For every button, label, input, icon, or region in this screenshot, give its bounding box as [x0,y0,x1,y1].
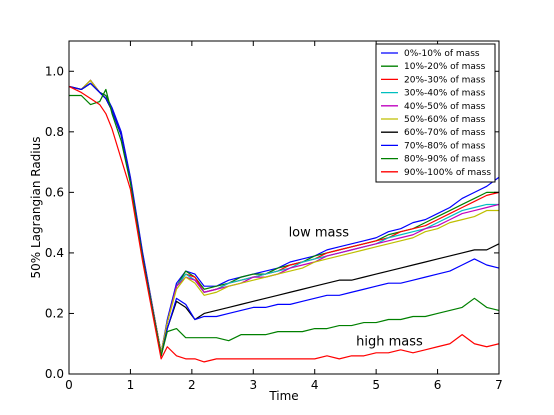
legend-label: 40%-50% of mass [404,102,486,112]
x-axis-label: Time [268,389,298,403]
y-tick-label: 1.0 [45,64,64,78]
legend-label: 90%-100% of mass [404,168,491,178]
y-tick-label: 0.6 [45,185,64,199]
y-tick-label: 0.4 [45,246,64,260]
x-tick-label: 7 [495,378,503,392]
legend-label: 20%-30% of mass [404,75,486,85]
y-tick-label: 0.8 [45,125,64,139]
series-line-10 [68,85,500,363]
series-line-8 [68,82,500,357]
series-line-1 [68,79,500,354]
y-tick-label: 0.2 [45,306,64,320]
series-line-9 [69,88,500,357]
x-tick-label: 0 [65,378,73,392]
x-tick-label: 3 [249,378,257,392]
plot-frame [68,40,500,375]
annotation-2: high mass [356,335,423,350]
legend-label: 30%-40% of mass [404,89,486,99]
x-tick-label: 2 [188,378,196,392]
legend-label: 70%-80% of mass [404,141,486,151]
annotation-1: low mass [289,226,350,241]
legend-label: 0%-10% of mass [404,49,480,59]
x-tick-label: 5 [372,378,380,392]
annotation-layer: low mass high mass [289,226,423,350]
ticks-layer: 0 1 2 3 4 5 6 7 0.0 0.2 0.4 0.6 0.8 1.0 [45,41,503,392]
series-layer [68,79,500,363]
legend-label: 60%-70% of mass [404,128,486,138]
x-tick-label: 4 [311,378,319,392]
legend-label: 80%-90% of mass [404,155,486,165]
x-tick-label: 6 [434,378,442,392]
x-tick-label: 1 [127,378,135,392]
legend-label: 10%-20% of mass [404,62,486,72]
y-tick-label: 0.0 [45,367,64,381]
legend-label: 50%-60% of mass [404,115,486,125]
y-axis-label: 50% Lagrangian Radius [29,137,43,279]
legend: 0%-10% of mass 10%-20% of mass 20%-30% of … [375,43,496,183]
